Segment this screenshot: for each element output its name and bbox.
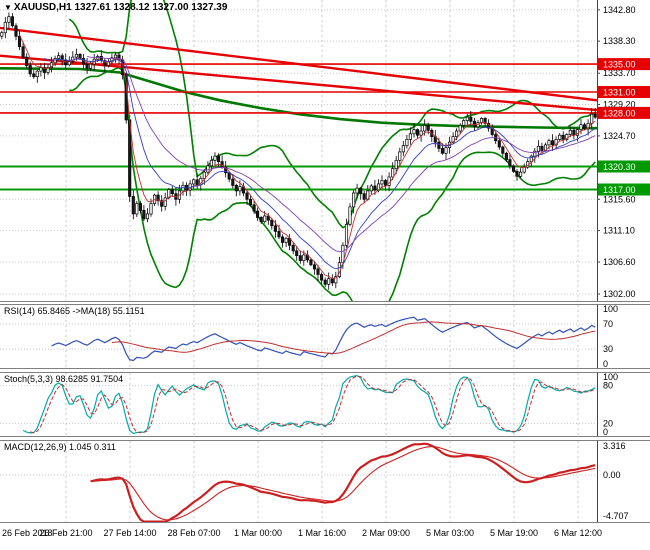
- macd-tick-label: 3.316: [603, 441, 626, 451]
- time-label: 5 Mar 03:00: [425, 528, 475, 538]
- stoch-tick-label: 80: [603, 381, 613, 391]
- candlestick-chart[interactable]: 1342.80 1338.30 1333.70 1329.20 1324.70 1315.…: [0, 0, 650, 301]
- price-tick-label: 1324.70: [603, 131, 636, 141]
- price-level-badge: 1335.00: [598, 58, 650, 71]
- ema-24-line: [87, 56, 596, 253]
- time-label: 1 Mar 00:00: [233, 528, 283, 538]
- macd-line: [90, 442, 596, 522]
- stochastic-panel[interactable]: 100 80 20 0 Stoch(5,3,3) 98.6285 91.7504: [0, 372, 650, 437]
- macd-grid: [0, 441, 597, 522]
- stoch-grid: [0, 373, 597, 436]
- price-tick-label: 1306.60: [603, 257, 636, 267]
- time-label: 26 Feb 2018: [2, 528, 53, 538]
- price-tick-label: 1333.70: [603, 68, 636, 78]
- rsi-chart[interactable]: 100 70 30 0: [0, 305, 650, 368]
- svg-text:1317.00: 1317.00: [603, 185, 636, 195]
- time-label: 5 Mar 19:00: [489, 528, 539, 538]
- time-label: 6 Mar 12:00: [553, 528, 603, 538]
- main-chart-panel[interactable]: 1342.80 1338.30 1333.70 1329.20 1324.70 1315.…: [0, 0, 650, 302]
- price-tick-label: 1338.30: [603, 36, 636, 46]
- price-axis[interactable]: [597, 441, 650, 522]
- stoch-d-line: [30, 375, 596, 434]
- price-tick-label: 1315.60: [603, 194, 636, 204]
- ema-5-line: [19, 34, 596, 280]
- main-grid: [0, 0, 597, 301]
- stoch-tick-label: 0: [603, 427, 608, 436]
- time-label: 26 Feb 21:00: [39, 528, 93, 538]
- svg-text:1328.00: 1328.00: [603, 108, 636, 118]
- price-tick-label: 1311.10: [603, 226, 635, 236]
- price-axis[interactable]: [597, 0, 650, 301]
- price-tick-label: 1342.80: [603, 5, 636, 15]
- ema-12-line: [44, 57, 596, 270]
- price-axis[interactable]: [597, 305, 650, 368]
- svg-text:1335.00: 1335.00: [603, 60, 636, 70]
- candlestick-series: [0, 12, 597, 290]
- time-label: 28 Feb 07:00: [167, 528, 221, 538]
- time-label: 1 Mar 16:00: [297, 528, 347, 538]
- price-level-badge: 1331.00: [598, 86, 650, 98]
- rsi-grid: [0, 305, 597, 368]
- macd-chart[interactable]: 3.316 0.00 -4.707: [0, 441, 650, 522]
- macd-panel[interactable]: 3.316 0.00 -4.707 MACD(12,26,9) 1.045 0.31…: [0, 440, 650, 523]
- stoch-tick-label: 100: [603, 373, 618, 382]
- rsi-tick-label: 30: [603, 344, 613, 354]
- rsi-ma-line: [111, 321, 596, 354]
- time-label: 27 Feb 14:00: [103, 528, 157, 538]
- svg-text:1331.00: 1331.00: [603, 88, 636, 98]
- price-level-badge: 1317.00: [598, 183, 650, 196]
- time-axis[interactable]: 26 Feb 2018 26 Feb 21:00 27 Feb 14:00 28 Fe…: [0, 523, 650, 550]
- price-axis[interactable]: [597, 373, 650, 436]
- rsi-tick-label: 100: [603, 305, 618, 314]
- rsi-tick-label: 0: [603, 359, 608, 368]
- price-level-badge: 1328.00: [598, 106, 650, 119]
- time-label: 2 Mar 09:00: [361, 528, 411, 538]
- stoch-tick-label: 20: [603, 418, 613, 428]
- rsi-tick-label: 70: [603, 319, 613, 329]
- price-tick-label: 1302.00: [603, 289, 636, 299]
- bollinger-bands: [68, 0, 596, 301]
- rsi-panel[interactable]: 100 70 30 0 RSI(14) 65.8465 ->MA(18) 55.115…: [0, 304, 650, 369]
- macd-signal-line: [90, 446, 596, 521]
- macd-tick-label: -4.707: [603, 511, 629, 521]
- svg-text:1320.30: 1320.30: [603, 162, 636, 172]
- price-level-badge: 1320.30: [598, 160, 650, 173]
- price-tick-label: 1329.20: [603, 100, 636, 110]
- candle-wicks: [1, 12, 596, 290]
- macd-tick-label: 0.00: [603, 470, 621, 480]
- stoch-k-line: [22, 374, 596, 435]
- rsi-line: [51, 316, 596, 362]
